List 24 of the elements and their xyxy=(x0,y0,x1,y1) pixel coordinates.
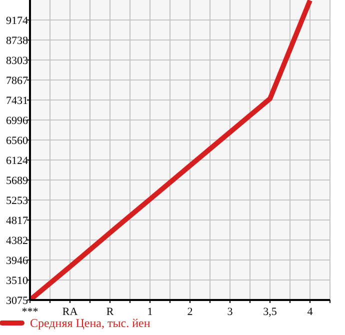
y-tick-label: 8738 xyxy=(6,34,28,47)
x-tick-label: 1 xyxy=(147,306,153,318)
x-tick-label: *** xyxy=(22,306,38,318)
y-tick-label: 7431 xyxy=(6,94,28,107)
x-tick-label: R xyxy=(106,306,114,318)
y-tick-label: 7867 xyxy=(6,74,28,87)
y-tick-label: 6996 xyxy=(6,114,28,127)
x-tick-label: RA xyxy=(62,306,78,318)
y-tick-label: 6124 xyxy=(6,154,28,167)
y-tick-label: 6560 xyxy=(6,134,28,147)
y-tick-label: 5689 xyxy=(6,174,28,187)
x-tick-label: 3,5 xyxy=(263,306,278,318)
y-tick-label: 8303 xyxy=(6,54,28,67)
x-tick-label: 2 xyxy=(187,306,193,318)
y-tick-label: 3946 xyxy=(6,254,28,267)
y-tick-label: 5253 xyxy=(6,194,28,207)
y-tick-label: 3075 xyxy=(6,294,28,307)
y-tick-label: 9174 xyxy=(6,14,28,27)
x-tick-label: 3 xyxy=(227,306,234,318)
y-tick-label: 4817 xyxy=(6,214,28,227)
y-tick-label: 4382 xyxy=(6,234,28,247)
y-tick-label: 3510 xyxy=(6,274,28,287)
legend-label: Средняя Цена, тыс. йен xyxy=(30,316,151,330)
x-tick-label: 4 xyxy=(307,306,314,318)
